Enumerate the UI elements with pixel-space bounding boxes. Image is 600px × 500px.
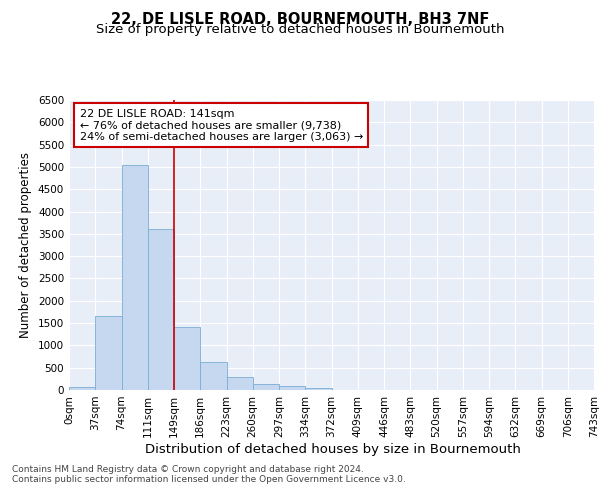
Bar xyxy=(69,386,95,390)
Bar xyxy=(200,362,227,390)
Bar xyxy=(121,164,148,390)
Bar xyxy=(279,386,305,390)
Text: 22 DE LISLE ROAD: 141sqm
← 76% of detached houses are smaller (9,738)
24% of sem: 22 DE LISLE ROAD: 141sqm ← 76% of detach… xyxy=(79,108,363,142)
Bar xyxy=(95,316,121,390)
Text: 22, DE LISLE ROAD, BOURNEMOUTH, BH3 7NF: 22, DE LISLE ROAD, BOURNEMOUTH, BH3 7NF xyxy=(111,12,489,28)
Text: Distribution of detached houses by size in Bournemouth: Distribution of detached houses by size … xyxy=(145,442,521,456)
Bar xyxy=(174,326,200,390)
Text: Contains public sector information licensed under the Open Government Licence v3: Contains public sector information licen… xyxy=(12,475,406,484)
Bar xyxy=(227,378,253,390)
Text: Contains HM Land Registry data © Crown copyright and database right 2024.: Contains HM Land Registry data © Crown c… xyxy=(12,465,364,474)
Y-axis label: Number of detached properties: Number of detached properties xyxy=(19,152,32,338)
Text: Size of property relative to detached houses in Bournemouth: Size of property relative to detached ho… xyxy=(96,22,504,36)
Bar xyxy=(305,388,331,390)
Bar xyxy=(253,384,279,390)
Bar xyxy=(148,230,174,390)
